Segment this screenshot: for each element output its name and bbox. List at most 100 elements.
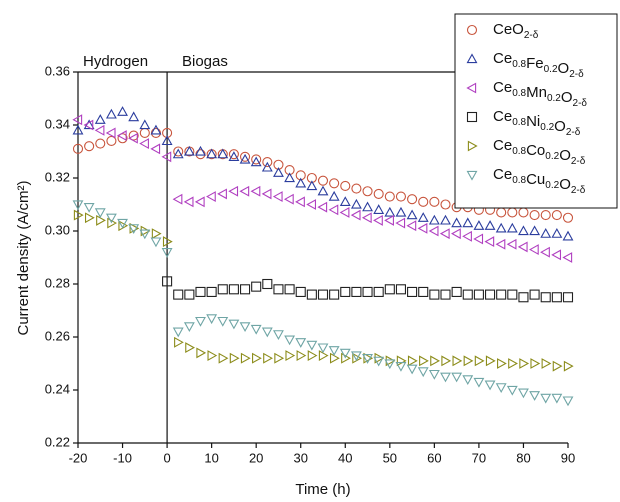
marker	[484, 289, 496, 300]
marker	[161, 248, 173, 258]
marker	[495, 222, 507, 233]
marker	[307, 350, 318, 361]
marker	[540, 393, 552, 404]
marker	[430, 355, 440, 367]
marker	[339, 196, 351, 206]
marker	[250, 324, 262, 335]
marker	[384, 284, 395, 295]
marker	[317, 175, 329, 186]
x-tick-label: 40	[338, 450, 352, 465]
marker	[150, 143, 161, 155]
x-tick-label: -10	[113, 450, 132, 465]
marker	[361, 212, 372, 224]
marker	[473, 233, 484, 245]
marker	[107, 217, 118, 229]
marker	[529, 289, 540, 300]
marker	[184, 289, 195, 300]
marker	[562, 252, 573, 263]
marker	[261, 327, 273, 338]
marker	[406, 220, 417, 232]
marker	[173, 289, 184, 300]
marker	[418, 286, 429, 298]
marker	[306, 340, 318, 351]
y-tick-label: 0.32	[45, 169, 70, 184]
marker	[83, 119, 94, 131]
legend-label: Ce0.8Co0.2O2-δ	[493, 137, 586, 167]
marker	[562, 292, 574, 303]
marker	[462, 217, 474, 228]
marker	[440, 289, 451, 300]
marker	[384, 206, 396, 217]
marker	[217, 188, 227, 200]
marker	[417, 367, 429, 378]
marker	[172, 327, 184, 338]
marker	[473, 220, 485, 230]
marker	[328, 190, 340, 201]
marker	[562, 230, 574, 241]
marker	[363, 352, 374, 364]
x-tick-label: 50	[383, 450, 397, 465]
y-tick-label: 0.34	[45, 116, 70, 131]
series	[162, 276, 574, 303]
marker	[183, 196, 194, 208]
marker	[128, 224, 140, 234]
y-tick-label: 0.22	[45, 434, 70, 449]
marker	[150, 127, 162, 138]
marker	[72, 124, 84, 135]
marker	[185, 342, 195, 354]
marker	[284, 335, 296, 346]
marker	[95, 138, 106, 149]
legend-box	[454, 13, 618, 209]
marker	[72, 200, 84, 211]
marker	[195, 286, 206, 298]
annotation: Biogas	[182, 53, 228, 70]
marker	[540, 292, 551, 303]
marker	[467, 140, 478, 152]
marker	[485, 355, 496, 367]
marker	[428, 225, 439, 237]
marker	[373, 204, 385, 214]
marker	[151, 228, 162, 240]
marker	[495, 383, 507, 393]
marker	[540, 228, 552, 238]
marker	[139, 229, 151, 240]
series	[72, 114, 573, 263]
marker	[507, 207, 518, 218]
marker	[451, 217, 463, 228]
marker	[317, 343, 329, 354]
marker	[72, 143, 84, 154]
series	[73, 209, 574, 372]
marker	[339, 207, 350, 218]
marker	[496, 289, 507, 300]
marker	[496, 207, 507, 218]
marker	[373, 188, 384, 199]
x-tick-label: 80	[516, 450, 530, 465]
legend-label: CeO2-δ	[493, 21, 539, 41]
marker	[384, 214, 394, 226]
marker	[473, 377, 485, 388]
marker	[373, 286, 384, 298]
x-axis-label: Time (h)	[295, 481, 350, 498]
marker	[195, 145, 206, 156]
marker	[551, 228, 563, 238]
marker	[217, 316, 229, 327]
marker	[429, 196, 440, 207]
marker	[462, 375, 474, 386]
x-tick-label: 90	[561, 450, 575, 465]
marker	[117, 133, 128, 144]
x-tick-label: 20	[249, 450, 263, 465]
marker	[239, 284, 251, 295]
marker	[240, 352, 251, 364]
marker	[506, 222, 518, 233]
marker	[128, 130, 139, 141]
marker	[484, 236, 495, 248]
marker	[340, 180, 351, 191]
marker	[351, 183, 362, 194]
marker	[329, 352, 340, 364]
marker	[195, 149, 206, 160]
marker	[105, 127, 116, 139]
marker	[306, 289, 317, 300]
marker	[94, 124, 105, 136]
marker	[251, 154, 262, 165]
annotation: Hydrogen	[83, 53, 148, 70]
